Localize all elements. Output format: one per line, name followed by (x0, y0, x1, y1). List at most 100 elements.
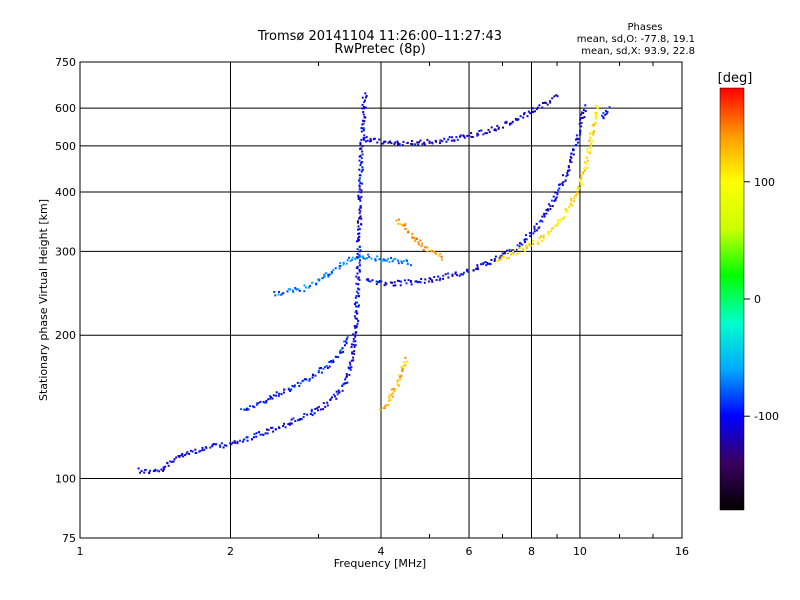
scatter-point (289, 390, 292, 392)
scatter-point (525, 234, 527, 237)
scatter-point (317, 369, 320, 372)
scatter-point (259, 400, 262, 403)
scatter-point (549, 208, 552, 210)
scatter-point (289, 288, 292, 291)
scatter-point (184, 454, 187, 456)
scatter-point (433, 276, 436, 278)
scatter-point (358, 270, 361, 273)
scatter-point (363, 105, 365, 108)
scatter-point (287, 388, 290, 391)
scatter-point (525, 246, 528, 249)
scatter-point (506, 251, 509, 254)
scatter-point (524, 241, 526, 243)
scatter-point (259, 433, 262, 436)
scatter-point (465, 269, 468, 272)
scatter-point (365, 96, 367, 99)
scatter-point (459, 135, 461, 138)
scatter-point (353, 352, 356, 355)
scatter-point (582, 109, 585, 112)
scatter-point (215, 443, 218, 446)
scatter-point (532, 243, 535, 245)
scatter-point (472, 269, 475, 272)
scatter-point (355, 275, 358, 278)
scatter-point (520, 245, 523, 248)
scatter-point (357, 194, 360, 197)
scatter-point (376, 255, 379, 258)
scatter-point (401, 367, 404, 370)
scatter-point (431, 280, 434, 283)
scatter-point (137, 467, 140, 470)
scatter-point (439, 277, 442, 280)
x-tick-label: 6 (466, 545, 473, 558)
scatter-point (272, 430, 275, 433)
scatter-point (519, 115, 522, 118)
x-tick-label: 10 (573, 545, 587, 558)
scatter-point (282, 425, 285, 427)
scatter-point (554, 199, 557, 202)
scatter-point (468, 134, 471, 137)
scatter-point (512, 253, 514, 256)
scatter-point (303, 284, 306, 287)
scatter-point (348, 373, 351, 376)
scatter-point (573, 197, 575, 200)
scatter-point (204, 446, 207, 449)
scatter-point (362, 113, 365, 116)
scatter-point (556, 224, 559, 227)
scatter-point (454, 271, 457, 274)
scatter-point (424, 278, 427, 281)
scatter-point (396, 140, 399, 143)
scatter-point (566, 174, 569, 176)
scatter-point (188, 453, 191, 455)
scatter-point (416, 281, 419, 284)
scatter-point (326, 404, 329, 407)
scatter-point (398, 143, 401, 146)
scatter-point (358, 261, 361, 264)
colorbar: [deg] 100 0 -100 (718, 71, 779, 511)
scatter-point (360, 223, 363, 226)
scatter-point (255, 432, 258, 435)
scatter-point (555, 94, 558, 97)
scatter-point (310, 408, 313, 411)
scatter-point (579, 132, 582, 135)
scatter-point (588, 152, 591, 155)
scatter-point (314, 408, 317, 410)
scatter-point (166, 461, 169, 464)
scatter-point (396, 279, 399, 282)
scatter-point (274, 294, 277, 297)
scatter-point (407, 231, 410, 234)
scatter-point (401, 224, 404, 227)
scatter-point (218, 444, 221, 447)
scatter-point (460, 273, 463, 276)
scatter-point (480, 129, 483, 132)
scatter-point (419, 239, 422, 242)
scatter-point (288, 423, 291, 426)
scatter-point (365, 95, 368, 97)
scatter-point (511, 249, 514, 252)
scatter-point (478, 130, 481, 132)
scatter-point (290, 388, 293, 391)
scatter-point (361, 123, 364, 126)
scatter-point (304, 378, 307, 380)
scatter-point (580, 113, 583, 116)
scatter-point (246, 407, 248, 410)
scatter-point (320, 371, 323, 374)
scatter-point (431, 142, 434, 145)
y-tick-label: 600 (55, 102, 76, 115)
scatter-point (508, 256, 511, 259)
scatter-point (577, 138, 580, 141)
scatter-point (359, 197, 362, 200)
scatter-point (249, 405, 251, 407)
scatter-point (532, 239, 535, 242)
scatter-point (458, 274, 461, 277)
colorbar-tick-label: -100 (754, 410, 779, 423)
scatter-point (361, 96, 364, 99)
grid-lines (80, 62, 682, 538)
scatter-point (245, 408, 248, 411)
colorbar-tick-label: 0 (754, 293, 761, 306)
scatter-point (579, 178, 582, 181)
scatter-point (439, 142, 441, 144)
scatter-point (318, 367, 321, 370)
scatter-point (356, 220, 359, 223)
scatter-point (298, 418, 301, 421)
scatter-point (352, 337, 355, 340)
